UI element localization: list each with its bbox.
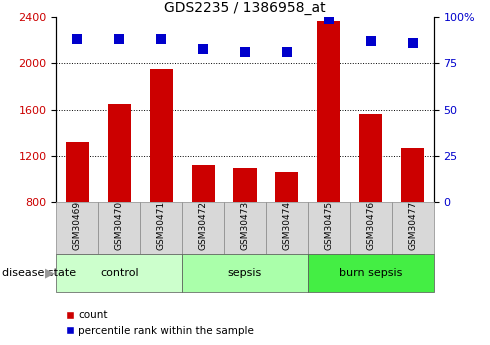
Text: control: control <box>100 268 139 277</box>
FancyBboxPatch shape <box>224 202 266 254</box>
Text: GSM30476: GSM30476 <box>366 200 375 250</box>
Bar <box>275 172 298 202</box>
Text: GSM30473: GSM30473 <box>241 200 249 250</box>
Title: GDS2235 / 1386958_at: GDS2235 / 1386958_at <box>164 1 326 15</box>
Point <box>199 46 207 51</box>
FancyBboxPatch shape <box>182 202 224 254</box>
Bar <box>359 114 382 202</box>
FancyBboxPatch shape <box>266 202 308 254</box>
Bar <box>108 104 131 202</box>
FancyBboxPatch shape <box>98 202 140 254</box>
Point <box>157 37 165 42</box>
Text: GSM30469: GSM30469 <box>73 200 82 250</box>
Text: GSM30477: GSM30477 <box>408 200 417 250</box>
Bar <box>318 21 341 202</box>
Bar <box>66 142 89 202</box>
Point <box>409 40 416 46</box>
Bar <box>149 69 172 202</box>
Legend: count, percentile rank within the sample: count, percentile rank within the sample <box>62 306 258 340</box>
FancyBboxPatch shape <box>392 202 434 254</box>
Text: disease state: disease state <box>2 268 76 277</box>
Text: ▶: ▶ <box>45 266 55 279</box>
Text: burn sepsis: burn sepsis <box>339 268 402 277</box>
FancyBboxPatch shape <box>308 202 350 254</box>
Bar <box>233 168 257 202</box>
FancyBboxPatch shape <box>182 254 308 292</box>
FancyBboxPatch shape <box>56 254 182 292</box>
Point <box>367 39 375 44</box>
Bar <box>401 148 424 202</box>
Bar <box>192 166 215 202</box>
Text: GSM30472: GSM30472 <box>198 200 208 250</box>
Text: GSM30474: GSM30474 <box>282 200 292 250</box>
FancyBboxPatch shape <box>140 202 182 254</box>
Point <box>241 50 249 55</box>
Point <box>283 50 291 55</box>
FancyBboxPatch shape <box>56 202 98 254</box>
FancyBboxPatch shape <box>350 202 392 254</box>
Text: GSM30475: GSM30475 <box>324 200 333 250</box>
Point <box>74 37 81 42</box>
Point <box>115 37 123 42</box>
Text: GSM30471: GSM30471 <box>157 200 166 250</box>
Point <box>325 16 333 22</box>
Text: sepsis: sepsis <box>228 268 262 277</box>
FancyBboxPatch shape <box>308 254 434 292</box>
Text: GSM30470: GSM30470 <box>115 200 124 250</box>
